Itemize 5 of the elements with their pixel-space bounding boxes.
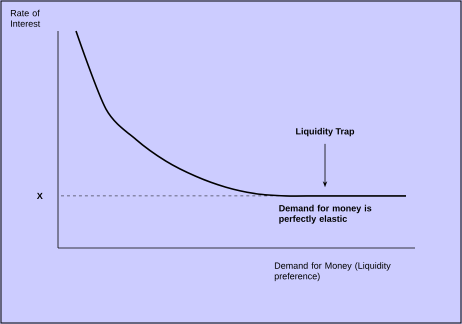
x-axis-title: Demand for Money (Liquidity preference) xyxy=(274,262,391,282)
y-axis-title: Rate of Interest xyxy=(10,10,40,27)
annotation: Liquidity Trap xyxy=(296,128,354,136)
ref-line-label: X xyxy=(36,192,43,200)
annotation: Demand for money is perfectly elastic xyxy=(279,204,372,224)
